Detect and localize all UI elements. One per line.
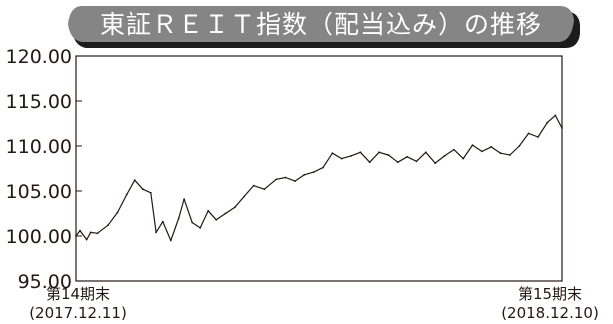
data-point: [133, 179, 136, 182]
data-point: [312, 171, 315, 174]
plot-frame: [75, 55, 563, 282]
data-point: [215, 218, 218, 221]
y-tick-label: 110.00: [6, 136, 72, 158]
data-point: [471, 144, 474, 147]
y-tick-label: 115.00: [6, 91, 72, 113]
data-point: [141, 188, 144, 191]
data-point: [462, 157, 465, 160]
data-point: [75, 235, 77, 237]
data-point: [359, 151, 362, 154]
data-point: [453, 148, 455, 151]
data-point: [546, 121, 549, 124]
data-point: [294, 180, 296, 183]
data-point: [125, 193, 128, 196]
data-point: [243, 195, 246, 198]
data-point: [518, 145, 521, 147]
x-start-caption: 第14期末 (2017.12.11): [18, 285, 138, 323]
data-point: [537, 136, 539, 138]
data-point: [378, 151, 380, 154]
data-point: [406, 155, 408, 158]
data-point: [527, 132, 530, 135]
data-point: [387, 154, 390, 156]
data-point: [107, 224, 109, 227]
series-line: [75, 114, 563, 242]
data-point: [331, 152, 334, 155]
chart-title: 東証ＲＥＩＴ指数（配当込み）の推移: [100, 10, 542, 39]
data-point: [303, 173, 306, 176]
x-end-date: (2018.12.10): [501, 304, 599, 322]
data-point: [561, 127, 563, 129]
data-point: [509, 154, 511, 156]
title-banner-background: [68, 6, 574, 42]
data-point: [161, 220, 164, 223]
y-tick-label: 105.00: [6, 181, 72, 203]
data-points: [75, 114, 563, 242]
y-tick-label: 95.00: [18, 271, 72, 293]
data-point: [183, 198, 186, 201]
data-point: [89, 231, 92, 234]
data-point: [234, 206, 236, 209]
data-point: [350, 155, 352, 157]
data-point: [499, 152, 502, 155]
data-point: [191, 221, 194, 224]
data-point: [85, 238, 88, 241]
data-point: [155, 231, 158, 234]
data-point: [252, 184, 255, 187]
x-start-date: (2017.12.11): [29, 304, 127, 322]
data-point: [149, 191, 152, 194]
data-point: [199, 227, 202, 229]
data-point: [340, 157, 343, 160]
x-end-label: 第15期末: [517, 285, 583, 303]
data-point: [490, 146, 493, 148]
data-point: [554, 114, 557, 117]
data-point: [481, 150, 483, 153]
data-point: [396, 161, 399, 164]
data-point: [368, 161, 371, 164]
data-point: [424, 151, 427, 154]
data-point: [443, 155, 446, 157]
title-banner: 東証ＲＥＩＴ指数（配当込み）の推移: [68, 6, 580, 48]
data-point: [116, 211, 119, 214]
data-point: [169, 239, 172, 242]
y-tick-label: 120.00: [6, 46, 72, 68]
y-axis: 120.00 115.00 110.00 105.00 100.00 95.00: [6, 46, 82, 293]
data-point: [275, 178, 278, 181]
data-point: [284, 176, 287, 179]
data-point: [263, 188, 266, 191]
data-point: [322, 166, 324, 169]
data-point: [415, 160, 418, 163]
data-point: [96, 232, 99, 235]
data-point: [177, 217, 180, 219]
data-point: [434, 162, 437, 165]
y-tick-label: 100.00: [6, 226, 72, 248]
data-point: [79, 229, 81, 232]
x-start-label: 第14期末: [45, 285, 111, 303]
data-point: [207, 209, 210, 212]
data-point: [224, 212, 227, 215]
x-end-caption: 第15期末 (2018.12.10): [490, 285, 610, 323]
